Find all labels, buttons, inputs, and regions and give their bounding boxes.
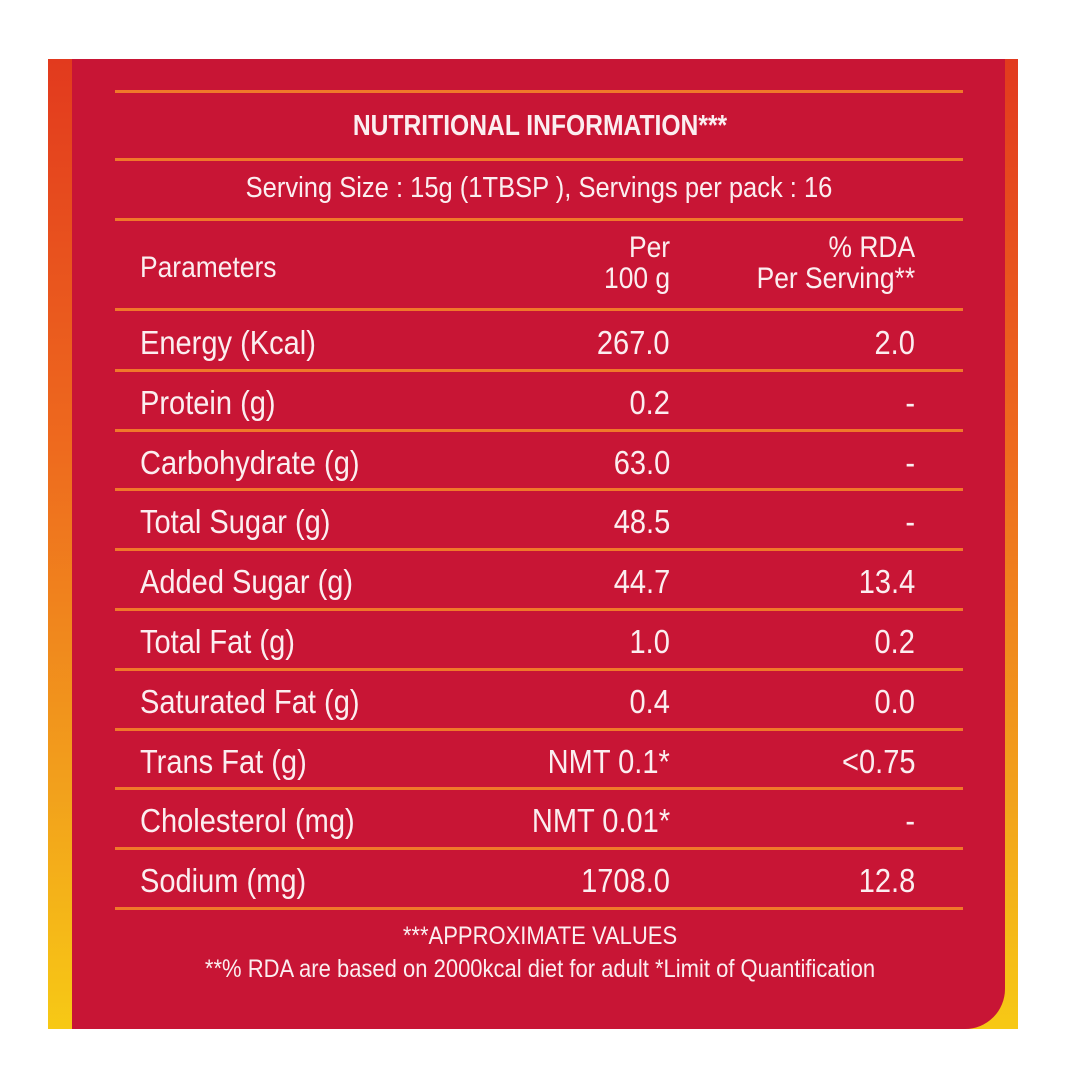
row-rda-value: - — [905, 383, 915, 421]
row-per100-value: 1708.0 — [581, 862, 670, 900]
divider — [115, 428, 963, 432]
row-rda-value: 2.0 — [874, 324, 915, 361]
header-per100: Per 100 g — [604, 232, 670, 294]
row-label: Cholesterol (mg) — [140, 802, 355, 840]
row-per100-value: NMT 0.01* — [531, 802, 670, 840]
divider — [115, 787, 963, 791]
table-title: NUTRITIONAL INFORMATION*** — [352, 110, 728, 142]
divider — [115, 667, 963, 671]
row-per100-value: 0.4 — [629, 682, 670, 720]
row-label: Added Sugar (g) — [140, 563, 354, 601]
header-parameters: Parameters — [140, 251, 277, 284]
row-label: Trans Fat (g) — [140, 742, 307, 780]
row-label: Sodium (mg) — [140, 862, 307, 900]
row-label: Total Sugar (g) — [140, 503, 331, 541]
divider — [115, 158, 963, 161]
row-rda-value: - — [905, 503, 915, 541]
header-rda-line2: Per Serving** — [756, 262, 915, 295]
row-per100-value: 48.5 — [613, 503, 670, 541]
row-label: Energy (Kcal) — [140, 324, 316, 361]
header-rda: % RDA Per Serving** — [757, 232, 915, 294]
divider — [115, 368, 963, 372]
header-per100-line2: 100 g — [603, 262, 670, 295]
divider — [115, 727, 963, 731]
serving-info: Serving Size : 15g (1TBSP ), Servings pe… — [245, 172, 833, 204]
row-per100-value: 44.7 — [613, 563, 670, 601]
header-per100-line1: Per — [628, 231, 670, 264]
row-rda-value: 0.0 — [874, 682, 915, 720]
divider — [115, 907, 963, 910]
header-rda-line1: % RDA — [828, 231, 915, 264]
divider — [115, 488, 963, 492]
row-rda-value: 13.4 — [858, 563, 915, 601]
row-per100-value: 0.2 — [629, 383, 670, 421]
divider — [115, 90, 963, 93]
footnote-rda: **% RDA are based on 2000kcal diet for a… — [204, 955, 876, 983]
row-rda-value: <0.75 — [841, 742, 915, 780]
row-per100-value: 63.0 — [613, 443, 670, 481]
row-rda-value: - — [905, 802, 915, 840]
row-label: Carbohydrate (g) — [140, 443, 360, 481]
divider — [115, 847, 963, 851]
row-per100-value: NMT 0.1* — [547, 742, 670, 780]
row-label: Saturated Fat (g) — [140, 682, 360, 720]
footnote-approximate: ***APPROXIMATE VALUES — [402, 922, 678, 950]
row-rda-value: 12.8 — [858, 862, 915, 900]
row-per100-value: 1.0 — [629, 623, 670, 660]
row-label: Total Fat (g) — [140, 623, 295, 660]
divider — [115, 308, 963, 311]
row-rda-value: - — [905, 443, 915, 481]
row-label: Protein (g) — [140, 383, 276, 421]
row-rda-value: 0.2 — [874, 623, 915, 660]
divider — [115, 548, 963, 552]
divider — [115, 608, 963, 611]
divider — [115, 218, 963, 221]
row-per100-value: 267.0 — [597, 324, 670, 361]
